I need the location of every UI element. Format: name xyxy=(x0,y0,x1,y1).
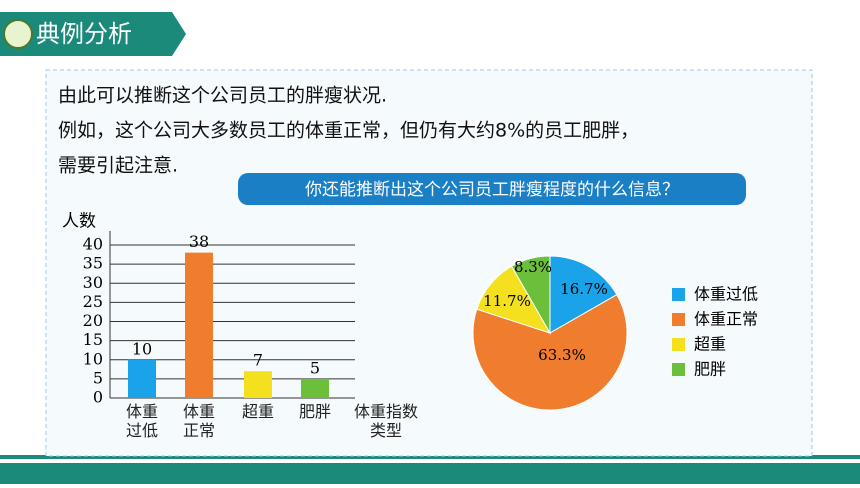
y-tick-label: 10 xyxy=(83,349,103,368)
legend-swatch xyxy=(672,288,685,301)
x-tick-label: 体重过低 xyxy=(125,402,158,440)
y-tick-label: 30 xyxy=(83,273,103,292)
x-tick-label: 肥胖 xyxy=(298,402,331,421)
y-tick-label: 5 xyxy=(93,368,103,387)
x-tick-label-box: 体重过低 xyxy=(125,402,158,440)
x-tick-label-box: 超重 xyxy=(241,402,274,421)
y-tick-label: 15 xyxy=(83,330,103,349)
legend-label: 肥胖 xyxy=(694,360,726,379)
slice-label: 63.3% xyxy=(538,346,586,364)
slice-label: 11.7% xyxy=(483,292,531,310)
text-line: 由此可以推断这个公司员工的胖瘦状况. xyxy=(58,85,387,107)
legend-swatch xyxy=(672,338,685,351)
text-line: 例如，这个公司大多数员工的体重正常，但仍有大约8%的员工肥胖， xyxy=(58,120,639,142)
callout-bubble xyxy=(238,173,746,205)
header-tab xyxy=(0,12,186,56)
x-tick-label: 体重正常 xyxy=(182,402,215,440)
callout-text: 你还能推断出这个公司员工胖瘦程度的什么信息？ xyxy=(305,180,679,200)
x-axis-label-box: 体重指数类型 xyxy=(353,402,418,440)
x-tick-label: 超重 xyxy=(241,402,274,421)
legend-swatch xyxy=(672,313,685,326)
bar-value-label: 38 xyxy=(189,232,209,251)
x-tick-label-box: 肥胖 xyxy=(298,402,331,421)
pie-slice xyxy=(549,255,618,334)
x-axis-label: 体重指数类型 xyxy=(353,402,418,440)
legend-swatch xyxy=(672,363,685,376)
legend-label: 超重 xyxy=(694,335,726,354)
bar-value-label: 5 xyxy=(310,358,320,377)
bar xyxy=(244,371,272,398)
bar-value-label: 7 xyxy=(253,351,263,370)
pie-slice xyxy=(472,293,628,411)
pie-slice xyxy=(510,255,551,335)
text-line: 需要引起注意. xyxy=(58,155,178,177)
footer-band xyxy=(0,463,860,484)
footer-line xyxy=(0,455,860,459)
y-tick-label: 20 xyxy=(83,311,103,330)
bar xyxy=(301,378,329,398)
y-axis-label: 人数 xyxy=(62,212,96,232)
y-tick-label: 35 xyxy=(83,254,103,273)
mascot xyxy=(3,19,33,49)
slice-label: 8.3% xyxy=(514,258,552,276)
legend-label: 体重正常 xyxy=(694,310,758,329)
y-tick-label: 40 xyxy=(83,235,103,254)
bar xyxy=(128,359,156,398)
legend-label: 体重过低 xyxy=(694,285,758,304)
header-title: 典例分析 xyxy=(36,20,132,48)
content-box xyxy=(45,69,813,457)
y-tick-label: 0 xyxy=(93,388,103,407)
slice-label: 16.7% xyxy=(560,280,608,298)
x-tick-label-box: 体重正常 xyxy=(182,402,215,440)
bar xyxy=(185,252,213,398)
bar-value-label: 10 xyxy=(132,339,152,358)
y-tick-label: 25 xyxy=(83,292,103,311)
